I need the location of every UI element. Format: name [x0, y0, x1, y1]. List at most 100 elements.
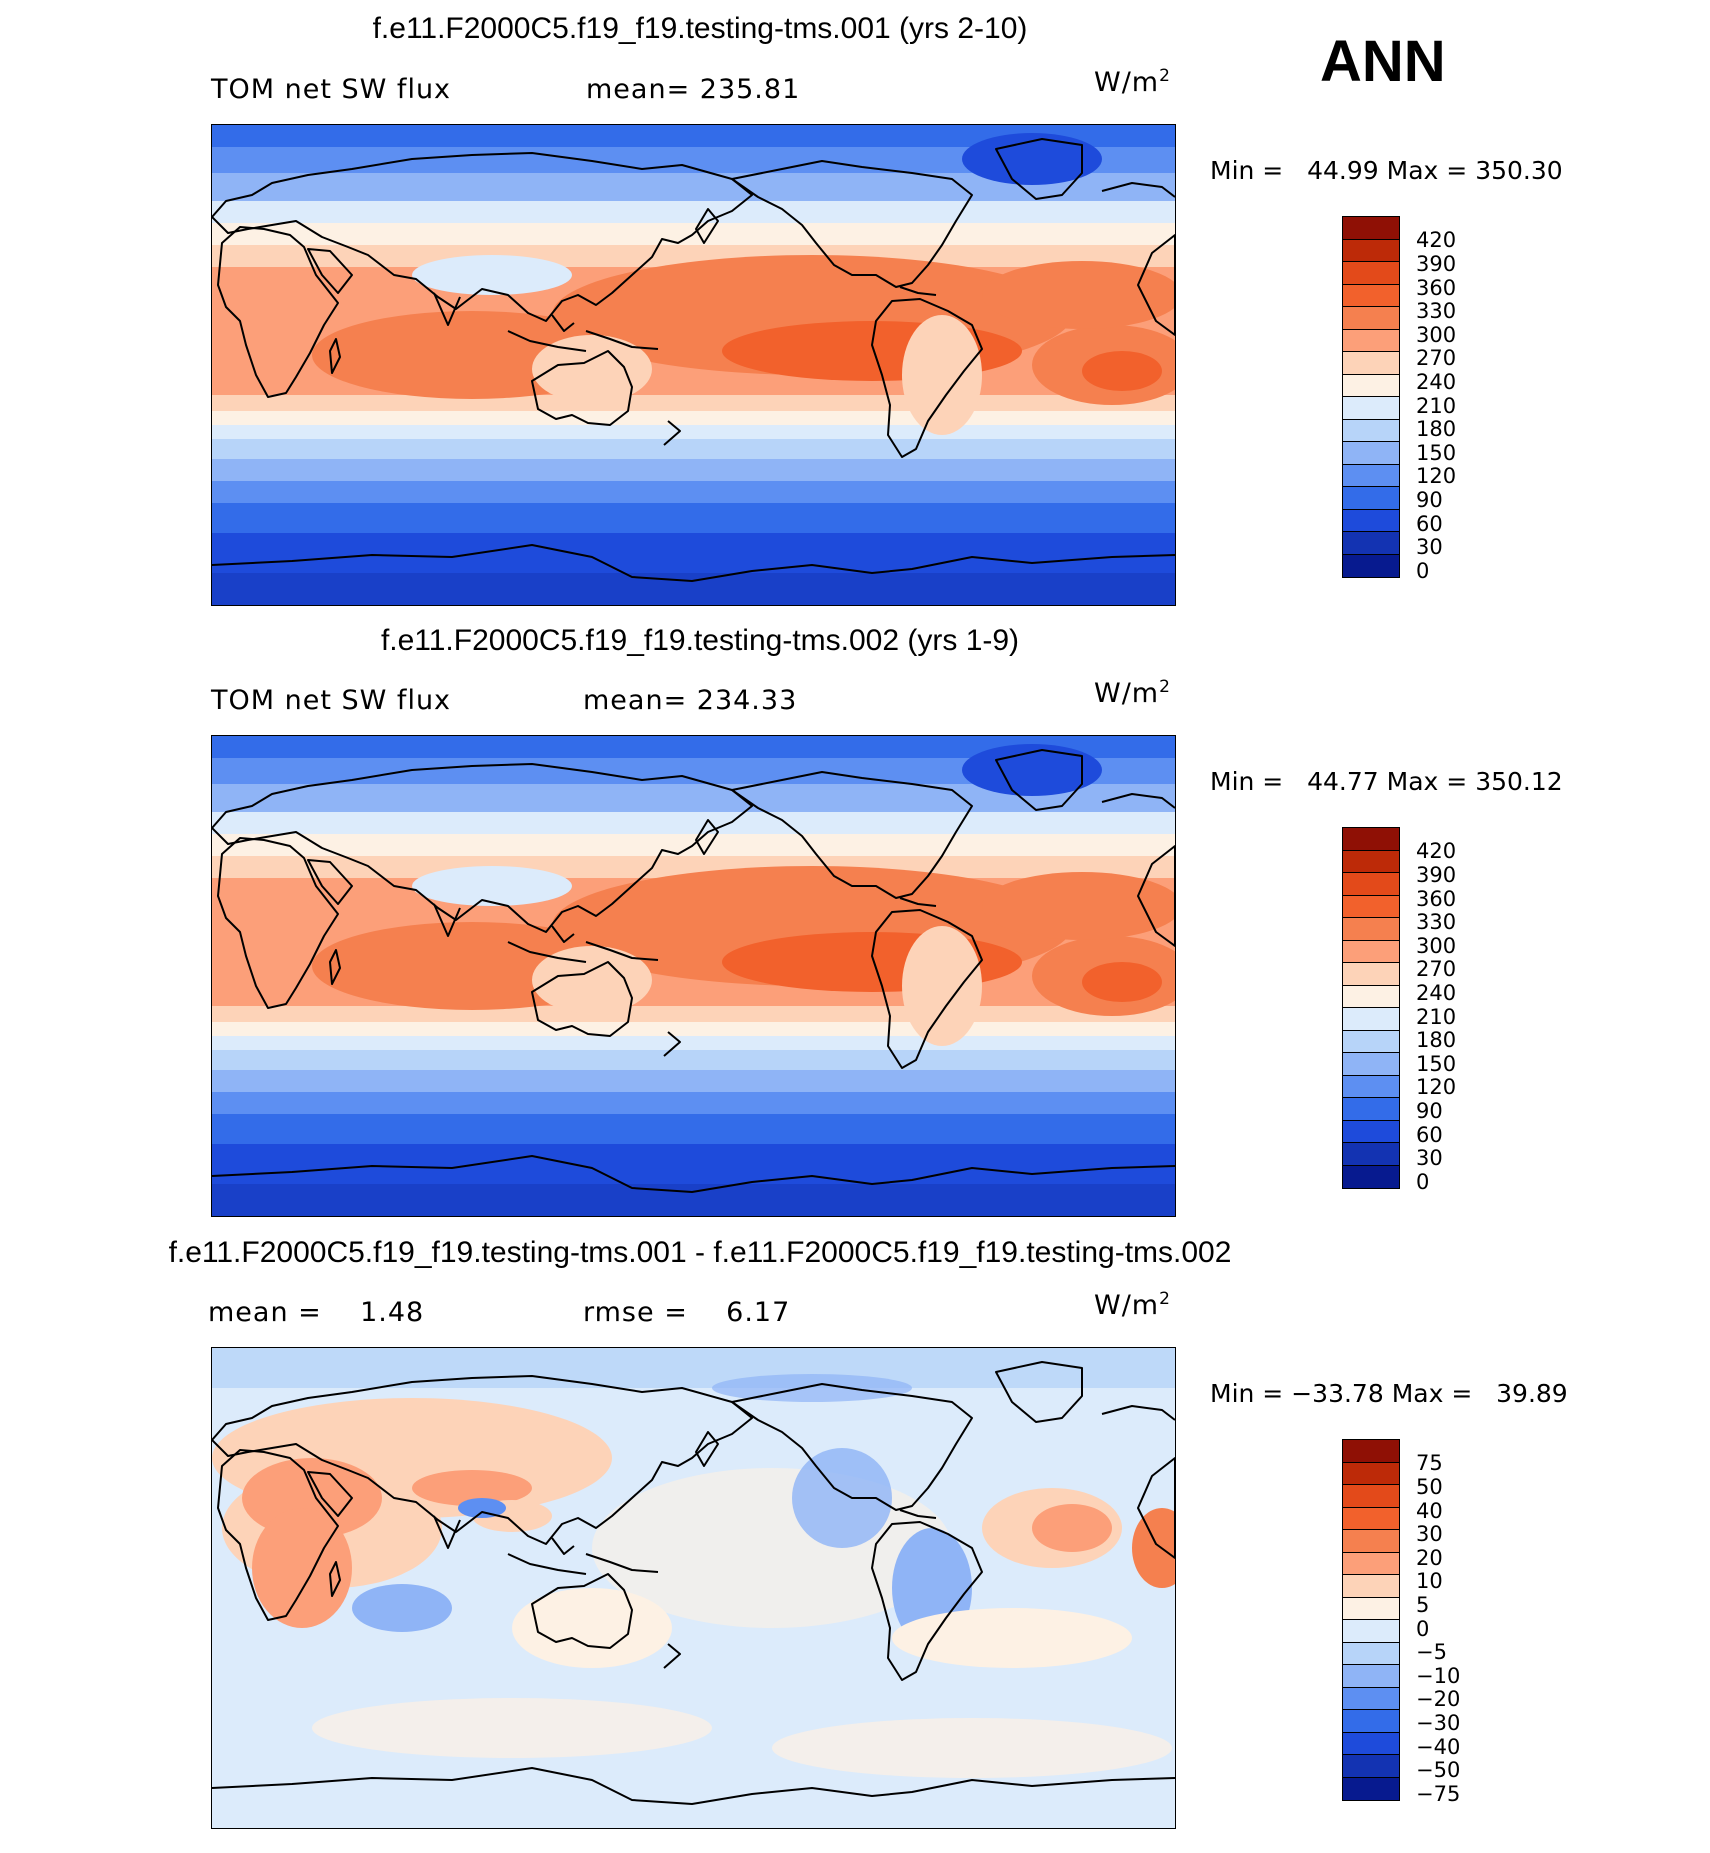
panel-3-rmse-label: rmse = 6.17 [583, 1297, 791, 1328]
colorbar-swatch [1343, 1665, 1399, 1688]
panel-1-cb-tick: 240 [1416, 370, 1457, 394]
panel-3-colorbar [1342, 1439, 1400, 1801]
panel-1-cb-tick: 150 [1416, 441, 1457, 465]
panel-2-cb-tick: 150 [1416, 1052, 1457, 1076]
panel-3-cb-tick: −30 [1416, 1711, 1461, 1735]
panel-1-units-label: W/m2 [1094, 66, 1171, 98]
panel-1-cb-tick: 120 [1416, 464, 1457, 488]
panel-2-cb-tick: 0 [1416, 1170, 1430, 1194]
panel-3-cb-tick: 10 [1416, 1569, 1443, 1593]
panel-1-mean-label: mean= 235.81 [586, 74, 801, 105]
colorbar-swatch [1343, 1552, 1399, 1575]
panel-1-cb-tick: 0 [1416, 559, 1430, 583]
panel-2-variable-label: TOM net SW flux [211, 685, 452, 716]
panel-3-cb-tick: −10 [1416, 1664, 1461, 1688]
colorbar-swatch [1343, 1075, 1399, 1098]
panel-2-cb-tick: 330 [1416, 910, 1457, 934]
colorbar-swatch [1343, 464, 1399, 487]
colorbar-swatch [1343, 532, 1399, 555]
panel-2-cb-tick: 120 [1416, 1075, 1457, 1099]
panel-2-cb-tick: 420 [1416, 839, 1457, 863]
panel-3-cb-tick: −50 [1416, 1758, 1461, 1782]
colorbar-swatch [1343, 262, 1399, 285]
colorbar-swatch [1343, 239, 1399, 262]
panel-3-cb-tick: −75 [1416, 1782, 1461, 1806]
colorbar-swatch [1343, 940, 1399, 963]
colorbar-swatch [1343, 895, 1399, 918]
colorbar-swatch [1343, 1507, 1399, 1530]
colorbar-swatch [1343, 352, 1399, 375]
colorbar-swatch [1343, 1755, 1399, 1778]
panel-2-cb-tick: 210 [1416, 1005, 1457, 1029]
colorbar-swatch [1343, 307, 1399, 330]
panel-3-mean-label: mean = 1.48 [208, 1297, 425, 1328]
colorbar-swatch [1343, 1008, 1399, 1031]
panel-2-map-svg [212, 736, 1175, 1216]
colorbar-swatch [1343, 397, 1399, 420]
panel-2-colorbar [1342, 827, 1400, 1189]
colorbar-swatch [1343, 828, 1399, 851]
colorbar-swatch [1343, 1053, 1399, 1076]
colorbar-swatch [1343, 1120, 1399, 1143]
panel-1-map-svg [212, 125, 1175, 605]
panel-1-cb-tick: 390 [1416, 252, 1457, 276]
panel-1-cb-tick: 330 [1416, 299, 1457, 323]
panel-3-map-svg [212, 1348, 1175, 1828]
panel-3-units-label: W/m2 [1094, 1289, 1171, 1321]
panel-3-cb-tick: 75 [1416, 1451, 1443, 1475]
panel-2-cb-tick: 270 [1416, 957, 1457, 981]
panel-2-map [211, 735, 1176, 1217]
colorbar-swatch [1343, 374, 1399, 397]
panel-1-colorbar [1342, 216, 1400, 578]
colorbar-swatch [1343, 1575, 1399, 1598]
panel-2-cb-tick: 300 [1416, 934, 1457, 958]
panel-2-cb-tick: 390 [1416, 863, 1457, 887]
colorbar-swatch [1343, 284, 1399, 307]
colorbar-swatch [1343, 918, 1399, 941]
panel-1-map [211, 124, 1176, 606]
panel-2-cb-tick: 360 [1416, 887, 1457, 911]
panel-3-title: f.e11.F2000C5.f19_f19.testing-tms.001 - … [168, 1236, 1232, 1269]
panel-1-cb-tick: 420 [1416, 228, 1457, 252]
panel-1-cb-tick: 210 [1416, 394, 1457, 418]
panel-2-cb-tick: 60 [1416, 1123, 1443, 1147]
panel-2-min-max: Min = 44.77 Max = 350.12 [1210, 767, 1563, 796]
panel-3-min-max: Min = −33.78 Max = 39.89 [1210, 1379, 1568, 1408]
colorbar-swatch [1343, 1030, 1399, 1053]
panel-1-variable-label: TOM net SW flux [211, 74, 452, 105]
colorbar-swatch [1343, 509, 1399, 532]
panel-3-cb-tick: 30 [1416, 1522, 1443, 1546]
panel-1-cb-tick: 180 [1416, 417, 1457, 441]
colorbar-swatch [1343, 1462, 1399, 1485]
colorbar-swatch [1343, 1440, 1399, 1463]
panel-1-cb-tick: 300 [1416, 323, 1457, 347]
colorbar-swatch [1343, 1597, 1399, 1620]
panel-3-cb-tick: 50 [1416, 1475, 1443, 1499]
panel-3-map [211, 1347, 1176, 1829]
panel-1-cb-tick: 30 [1416, 535, 1443, 559]
panel-3-cb-tick: −5 [1416, 1640, 1447, 1664]
colorbar-swatch [1343, 850, 1399, 873]
panel-2-title: f.e11.F2000C5.f19_f19.testing-tms.002 (y… [380, 624, 1020, 657]
panel-2-cb-tick: 30 [1416, 1146, 1443, 1170]
colorbar-swatch [1343, 1143, 1399, 1166]
colorbar-swatch [1343, 1098, 1399, 1121]
colorbar-swatch [1343, 442, 1399, 465]
colorbar-swatch [1343, 985, 1399, 1008]
panel-1-cb-tick: 360 [1416, 276, 1457, 300]
panel-3-cb-tick: 0 [1416, 1617, 1430, 1641]
panel-3-cb-tick: 5 [1416, 1593, 1430, 1617]
season-label: ANN [1320, 29, 1446, 94]
panel-1-cb-tick: 90 [1416, 488, 1443, 512]
colorbar-swatch [1343, 1165, 1399, 1188]
panel-3-cb-tick: 40 [1416, 1499, 1443, 1523]
panel-2-mean-label: mean= 234.33 [583, 685, 798, 716]
panel-3-cb-tick: −40 [1416, 1735, 1461, 1759]
colorbar-swatch [1343, 1777, 1399, 1800]
panel-1-title: f.e11.F2000C5.f19_f19.testing-tms.001 (y… [372, 12, 1028, 45]
colorbar-swatch [1343, 487, 1399, 510]
panel-2-cb-tick: 180 [1416, 1028, 1457, 1052]
colorbar-swatch [1343, 1642, 1399, 1665]
colorbar-swatch [1343, 419, 1399, 442]
colorbar-swatch [1343, 1710, 1399, 1733]
